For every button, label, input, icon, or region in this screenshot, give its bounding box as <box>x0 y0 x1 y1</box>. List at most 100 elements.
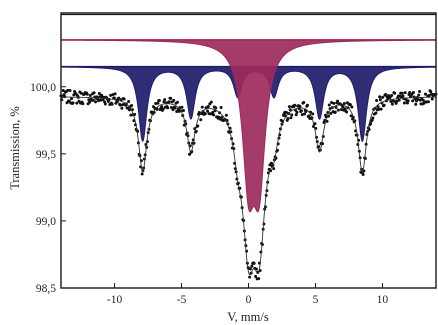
data-point <box>75 101 79 105</box>
data-point <box>250 264 254 268</box>
data-point <box>203 112 207 116</box>
x-tick-label: 10 <box>377 294 389 306</box>
data-point <box>304 110 308 114</box>
data-point <box>219 106 223 110</box>
data-point <box>199 118 203 122</box>
data-point <box>70 97 74 101</box>
data-point <box>379 107 383 111</box>
y-axis-ticks: 98,5 99,0 99,5 100,0 <box>30 82 66 295</box>
x-tick-label: -5 <box>177 294 187 306</box>
data-point <box>393 91 397 95</box>
data-point <box>209 100 213 104</box>
data-point <box>400 91 404 95</box>
data-point <box>61 88 65 92</box>
data-point <box>390 102 394 106</box>
data-point <box>121 103 125 107</box>
data-point <box>97 91 101 95</box>
data-point <box>290 113 294 117</box>
data-point <box>214 106 218 110</box>
data-point <box>212 113 216 117</box>
data-point <box>406 99 410 103</box>
data-point <box>200 105 204 109</box>
data-point <box>113 92 117 96</box>
data-point <box>181 108 185 112</box>
data-point <box>286 117 290 121</box>
data-point <box>411 91 415 95</box>
data-point <box>117 96 121 100</box>
data-point <box>101 98 105 102</box>
data-point <box>402 101 406 105</box>
data-point <box>206 109 210 113</box>
data-point <box>94 100 98 104</box>
data-point <box>257 277 261 281</box>
subspectrum-2-area <box>60 39 437 213</box>
data-point <box>341 105 345 109</box>
data-point <box>224 113 228 117</box>
data-point <box>220 115 224 119</box>
data-point <box>112 96 116 100</box>
data-point <box>85 92 89 96</box>
data-point <box>160 105 164 109</box>
data-point <box>156 101 160 105</box>
data-point <box>307 114 311 118</box>
x-tick-label: 0 <box>246 294 252 306</box>
data-point <box>171 108 175 112</box>
data-point <box>417 93 421 97</box>
data-point <box>414 102 418 106</box>
data-point <box>411 99 415 103</box>
y-tick-label: 99,0 <box>36 216 56 228</box>
data-point <box>305 103 309 107</box>
data-point <box>294 113 298 117</box>
data-point <box>287 105 291 109</box>
y-axis-title: Transmission, % <box>8 106 22 190</box>
data-point <box>196 124 200 128</box>
data-point <box>154 102 158 106</box>
data-point <box>300 113 304 117</box>
data-point <box>334 106 338 110</box>
data-point <box>408 90 412 94</box>
data-point <box>248 267 252 271</box>
data-point <box>103 102 107 106</box>
data-point <box>295 110 299 114</box>
subspectra-fills <box>60 39 437 213</box>
data-point <box>166 106 170 110</box>
data-point <box>71 101 75 105</box>
data-point <box>284 111 288 114</box>
data-point <box>389 99 393 103</box>
data-point <box>371 116 375 120</box>
data-point <box>88 100 92 104</box>
y-tick-label: 98,5 <box>36 283 56 295</box>
x-tick-label: 5 <box>313 294 319 306</box>
data-point <box>122 97 126 101</box>
data-point <box>401 94 405 98</box>
data-point <box>254 275 258 279</box>
data-point <box>180 105 184 109</box>
data-point <box>391 99 395 103</box>
data-point <box>111 93 115 97</box>
y-tick-label: 99,5 <box>36 149 56 161</box>
data-point <box>378 95 382 99</box>
data-point <box>120 106 124 110</box>
x-axis-ticks: -10 -5 0 5 10 <box>107 283 389 306</box>
data-point <box>88 93 92 97</box>
data-point <box>173 106 177 110</box>
data-point <box>361 173 365 177</box>
fit-curve <box>61 96 437 276</box>
data-point <box>345 110 349 114</box>
data-point <box>115 100 119 104</box>
data-point <box>127 100 131 103</box>
data-point <box>92 91 96 95</box>
data-point <box>248 275 252 279</box>
data-point <box>99 98 103 102</box>
x-tick-label: -10 <box>107 294 123 306</box>
data-point <box>129 113 133 117</box>
data-point <box>348 103 352 107</box>
data-point <box>169 96 173 100</box>
data-point <box>167 100 171 104</box>
data-point <box>382 103 386 107</box>
data-point <box>395 99 399 103</box>
data-point <box>169 106 173 109</box>
data-point <box>175 100 179 104</box>
data-point <box>252 261 256 265</box>
